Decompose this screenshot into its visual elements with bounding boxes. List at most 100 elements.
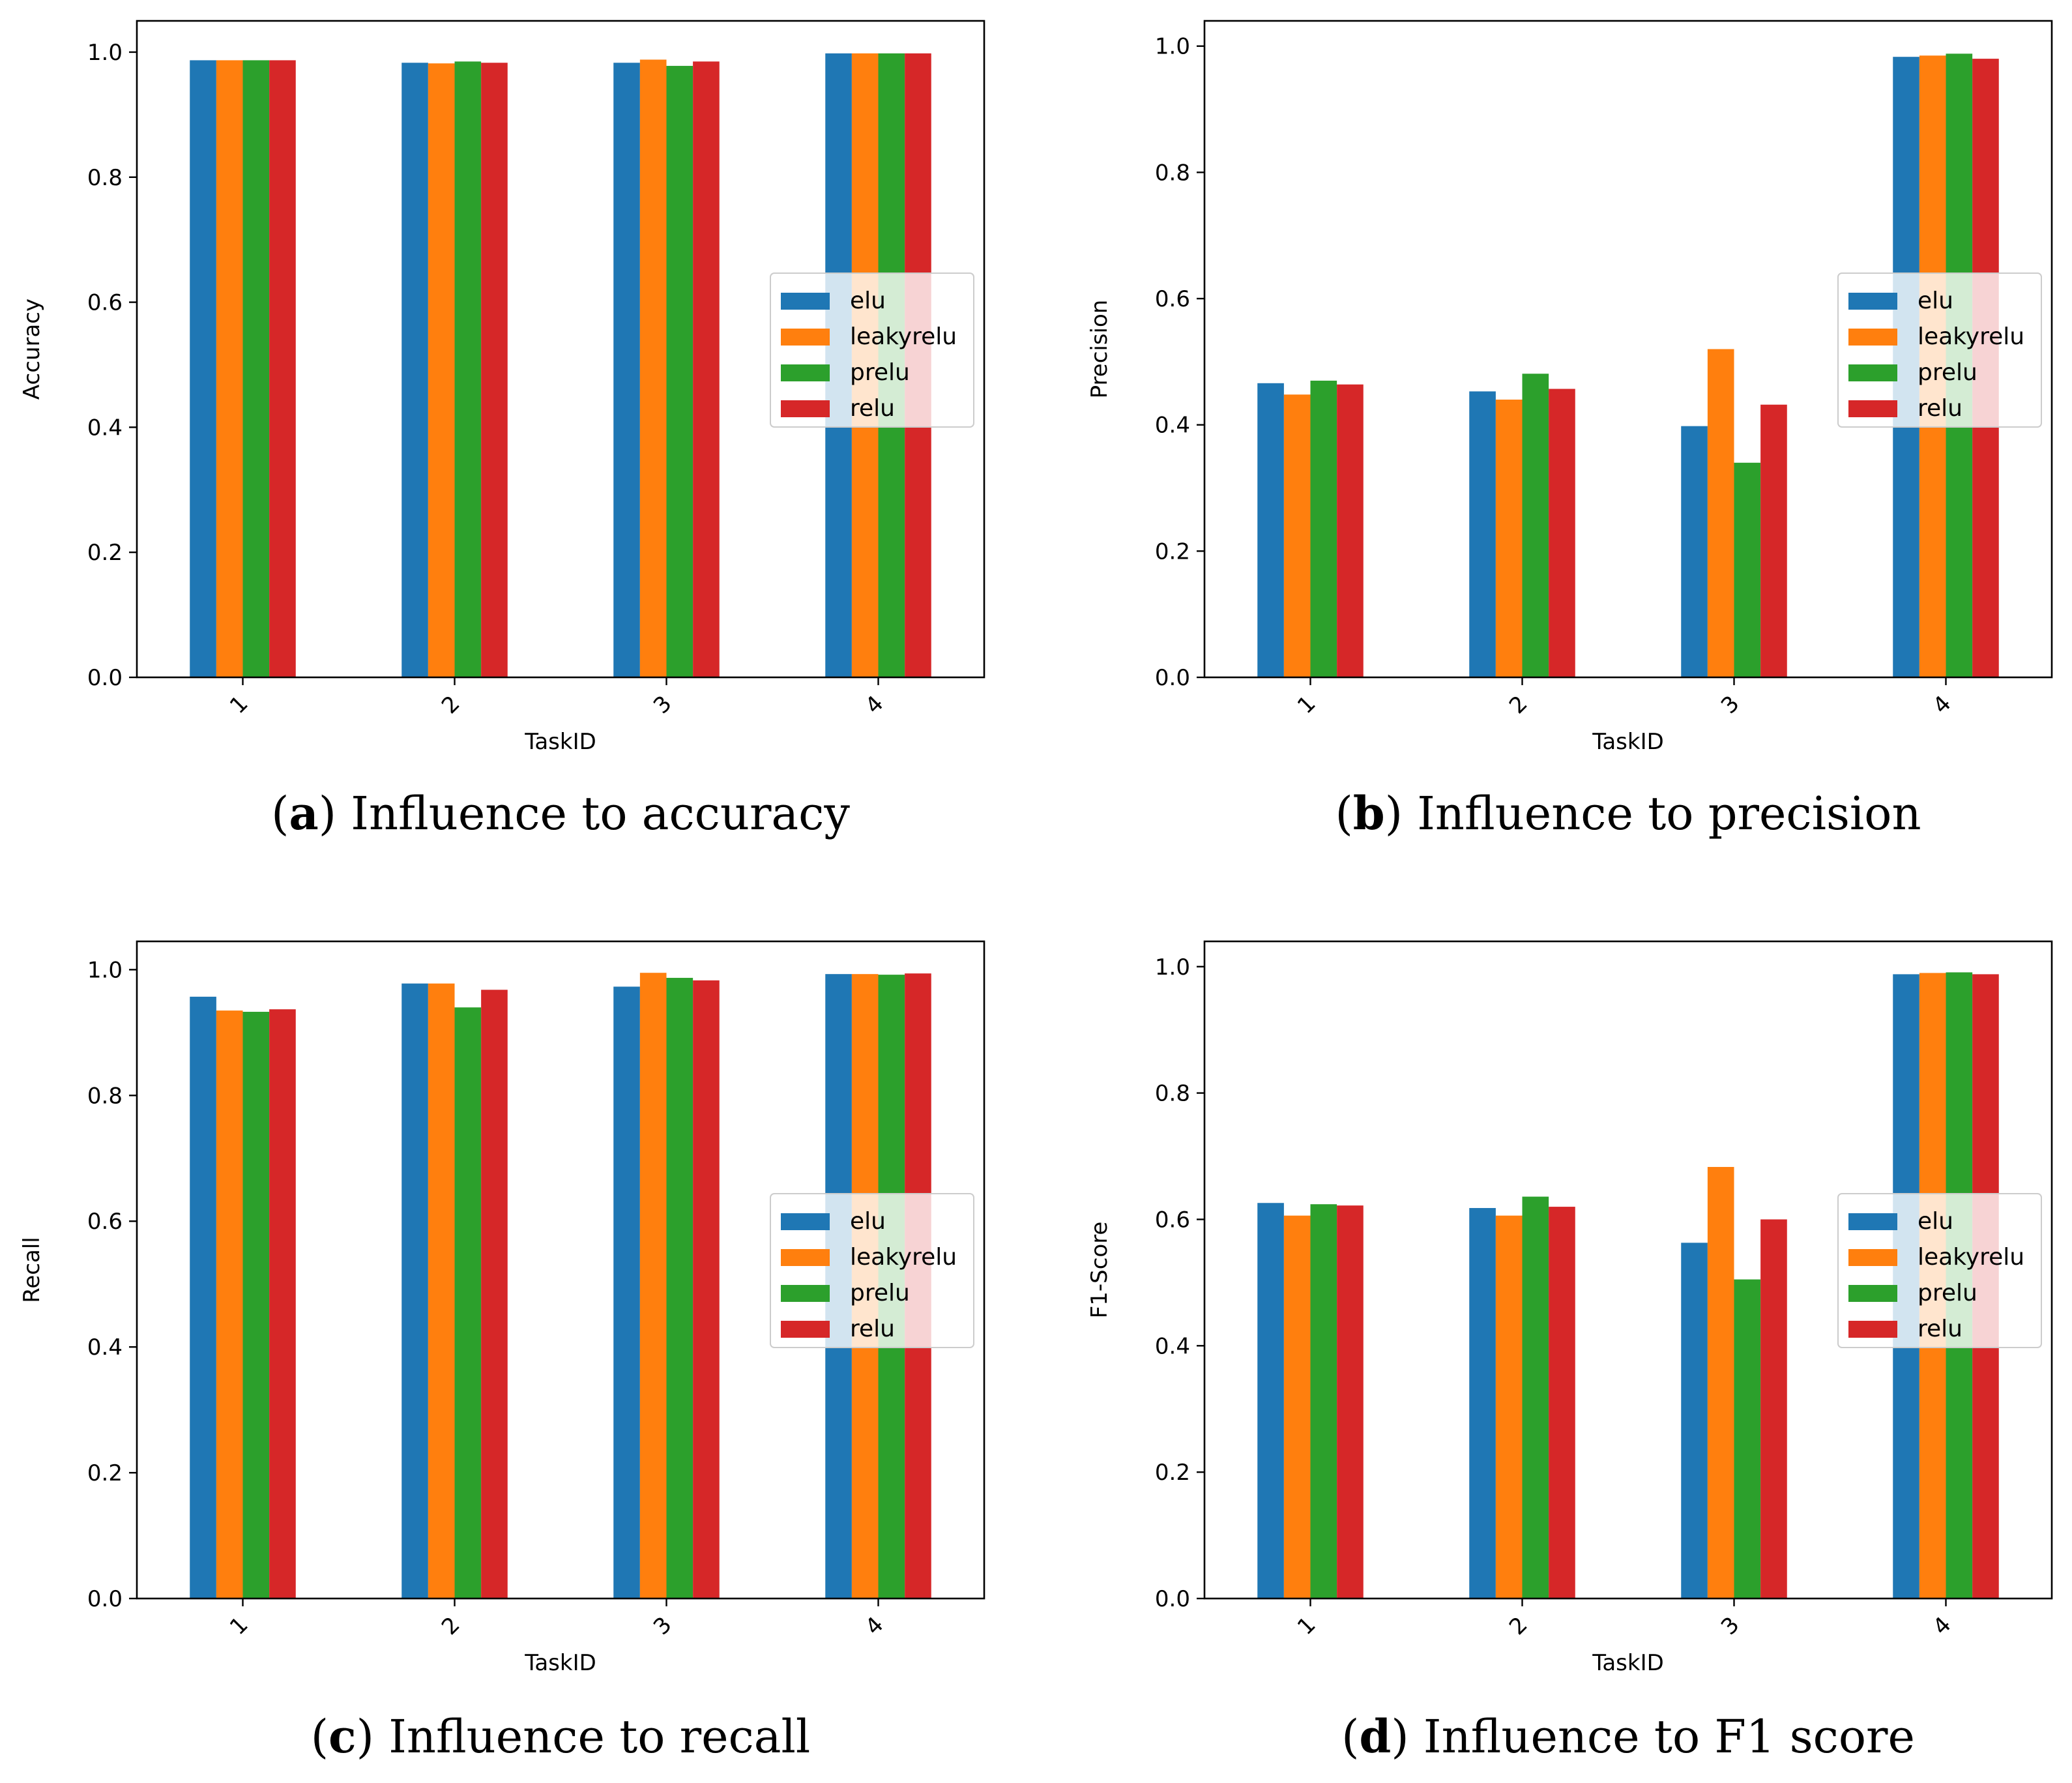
y-axis-label: Recall	[19, 1237, 45, 1303]
y-tick-label: 0.2	[87, 1460, 123, 1486]
legend-label-prelu: prelu	[850, 1280, 910, 1306]
x-tick-label: 2	[437, 690, 465, 719]
y-tick-label: 0.0	[87, 1586, 123, 1612]
bar-leakyrelu-task-2	[1495, 1215, 1523, 1599]
legend-label-prelu: prelu	[1918, 359, 1977, 386]
bar-relu-task-2	[1549, 389, 1575, 677]
legend: elu leakyrelu prelu relu	[1837, 273, 2042, 428]
legend-swatch-prelu	[781, 364, 830, 381]
bar-elu-task-3	[613, 63, 640, 677]
panel-caption: (b) Influence to precision	[1335, 786, 1921, 840]
y-tick-label: 0.4	[87, 415, 123, 441]
x-tick-label: 2	[437, 1612, 465, 1640]
legend-box	[770, 273, 974, 428]
x-tick-label: 4	[1928, 1612, 1957, 1640]
legend-swatch-elu	[781, 293, 830, 310]
y-tick-label: 0.6	[1155, 286, 1190, 312]
bar-relu-task-1	[269, 60, 296, 678]
bar-relu-task-2	[481, 990, 508, 1599]
bar-relu-task-1	[1337, 384, 1364, 677]
y-tick-label: 0.0	[1155, 665, 1190, 691]
x-tick-label: 3	[1716, 1612, 1745, 1640]
legend-swatch-relu	[1848, 1321, 1897, 1338]
y-tick-label: 1.0	[87, 957, 123, 983]
legend-swatch-prelu	[1848, 364, 1897, 381]
bar-relu-task-3	[1760, 1219, 1787, 1599]
y-tick-label: 0.0	[87, 665, 123, 691]
legend-label-leakyrelu: leakyrelu	[850, 1244, 957, 1271]
legend-label-leakyrelu: leakyrelu	[1918, 1244, 2024, 1271]
x-axis-label: TaskID	[524, 729, 596, 755]
legend-swatch-leakyrelu	[1848, 329, 1897, 346]
bar-elu-task-2	[401, 983, 428, 1599]
bar-leakyrelu-task-3	[1707, 1167, 1734, 1599]
x-tick-label: 1	[1292, 690, 1321, 719]
bar-relu-task-3	[1760, 404, 1787, 677]
bar-leakyrelu-task-1	[1283, 1215, 1311, 1599]
bar-prelu-task-3	[1734, 1279, 1761, 1599]
y-tick-label: 0.4	[87, 1334, 123, 1361]
legend: elu leakyrelu prelu relu	[770, 273, 974, 428]
bar-elu-task-3	[1681, 426, 1708, 677]
y-tick-label: 0.8	[1155, 1081, 1190, 1107]
legend-label-elu: elu	[1918, 287, 1953, 314]
legend-swatch-elu	[1848, 293, 1897, 310]
x-tick-label: 4	[860, 690, 889, 719]
bar-relu-task-2	[1549, 1207, 1575, 1599]
legend-label-prelu: prelu	[850, 359, 910, 386]
bar-leakyrelu-task-2	[428, 63, 455, 678]
legend-label-elu: elu	[850, 1208, 886, 1235]
bar-leakyrelu-task-3	[1707, 349, 1734, 677]
y-axis-label: Accuracy	[19, 299, 45, 400]
bar-relu-task-1	[1337, 1205, 1364, 1599]
y-tick-label: 0.6	[1155, 1207, 1190, 1233]
legend-label-leakyrelu: leakyrelu	[850, 323, 957, 350]
y-axis-label: Precision	[1087, 300, 1113, 399]
x-axis-label: TaskID	[1592, 729, 1664, 755]
panel-caption: (a) Influence to accuracy	[271, 786, 850, 840]
y-tick-label: 0.8	[87, 1083, 123, 1109]
bar-relu-task-2	[481, 63, 508, 677]
plot-frame	[1203, 20, 2053, 679]
legend-label-leakyrelu: leakyrelu	[1918, 323, 2024, 350]
bar-elu-task-1	[190, 996, 216, 1599]
bar-leakyrelu-task-1	[216, 60, 243, 678]
y-tick-label: 0.8	[1155, 160, 1190, 186]
legend-swatch-elu	[781, 1213, 830, 1230]
panel-caption: (c) Influence to recall	[311, 1709, 811, 1763]
legend-label-relu: relu	[1918, 395, 1963, 422]
x-tick-label: 1	[1292, 1612, 1321, 1640]
bar-prelu-task-2	[1522, 374, 1549, 677]
legend: elu leakyrelu prelu relu	[770, 1193, 974, 1348]
y-tick-label: 0.0	[1155, 1586, 1190, 1612]
plot-frame	[136, 940, 985, 1600]
legend-label-elu: elu	[1918, 1208, 1953, 1235]
bar-leakyrelu-task-2	[1495, 399, 1523, 677]
plot-frame	[1203, 940, 2053, 1600]
legend-label-prelu: prelu	[1918, 1280, 1977, 1306]
bar-elu-task-3	[1681, 1243, 1708, 1599]
y-tick-label: 1.0	[1155, 34, 1190, 60]
y-tick-label: 0.2	[1155, 538, 1190, 565]
bar-prelu-task-1	[242, 1012, 270, 1599]
x-tick-label: 4	[860, 1612, 889, 1640]
y-tick-label: 0.6	[87, 290, 123, 316]
bar-prelu-task-2	[454, 1007, 482, 1599]
y-tick-label: 0.4	[1155, 413, 1190, 439]
legend-box	[1837, 273, 2042, 428]
x-tick-label: 1	[225, 690, 254, 719]
legend-box	[770, 1193, 974, 1348]
x-tick-label: 3	[649, 1612, 677, 1640]
chart-panel-b: 0.0 0.2 0.4 0.6 0.8 1.0 1 2 3 4 TaskID Precision elu…	[1087, 20, 2053, 840]
plot-frame	[136, 20, 985, 679]
chart-panel-d: 0.0 0.2 0.4 0.6 0.8 1.0 1 2 3 4 TaskID F1-Score elu l…	[1087, 940, 2053, 1763]
chart-panel-c: 0.0 0.2 0.4 0.6 0.8 1.0 1 2 3 4 TaskID Recall elu lea…	[19, 940, 985, 1763]
legend: elu leakyrelu prelu relu	[1837, 1193, 2042, 1348]
legend-swatch-relu	[1848, 400, 1897, 417]
legend-swatch-leakyrelu	[781, 329, 830, 346]
legend-label-relu: relu	[850, 395, 895, 422]
legend-swatch-leakyrelu	[1848, 1249, 1897, 1266]
y-tick-label: 1.0	[87, 40, 123, 66]
chart-panel-a: 0.0 0.2 0.4 0.6 0.8 1.0 1 2 3 4 TaskID Accuracy elu l…	[19, 20, 985, 840]
